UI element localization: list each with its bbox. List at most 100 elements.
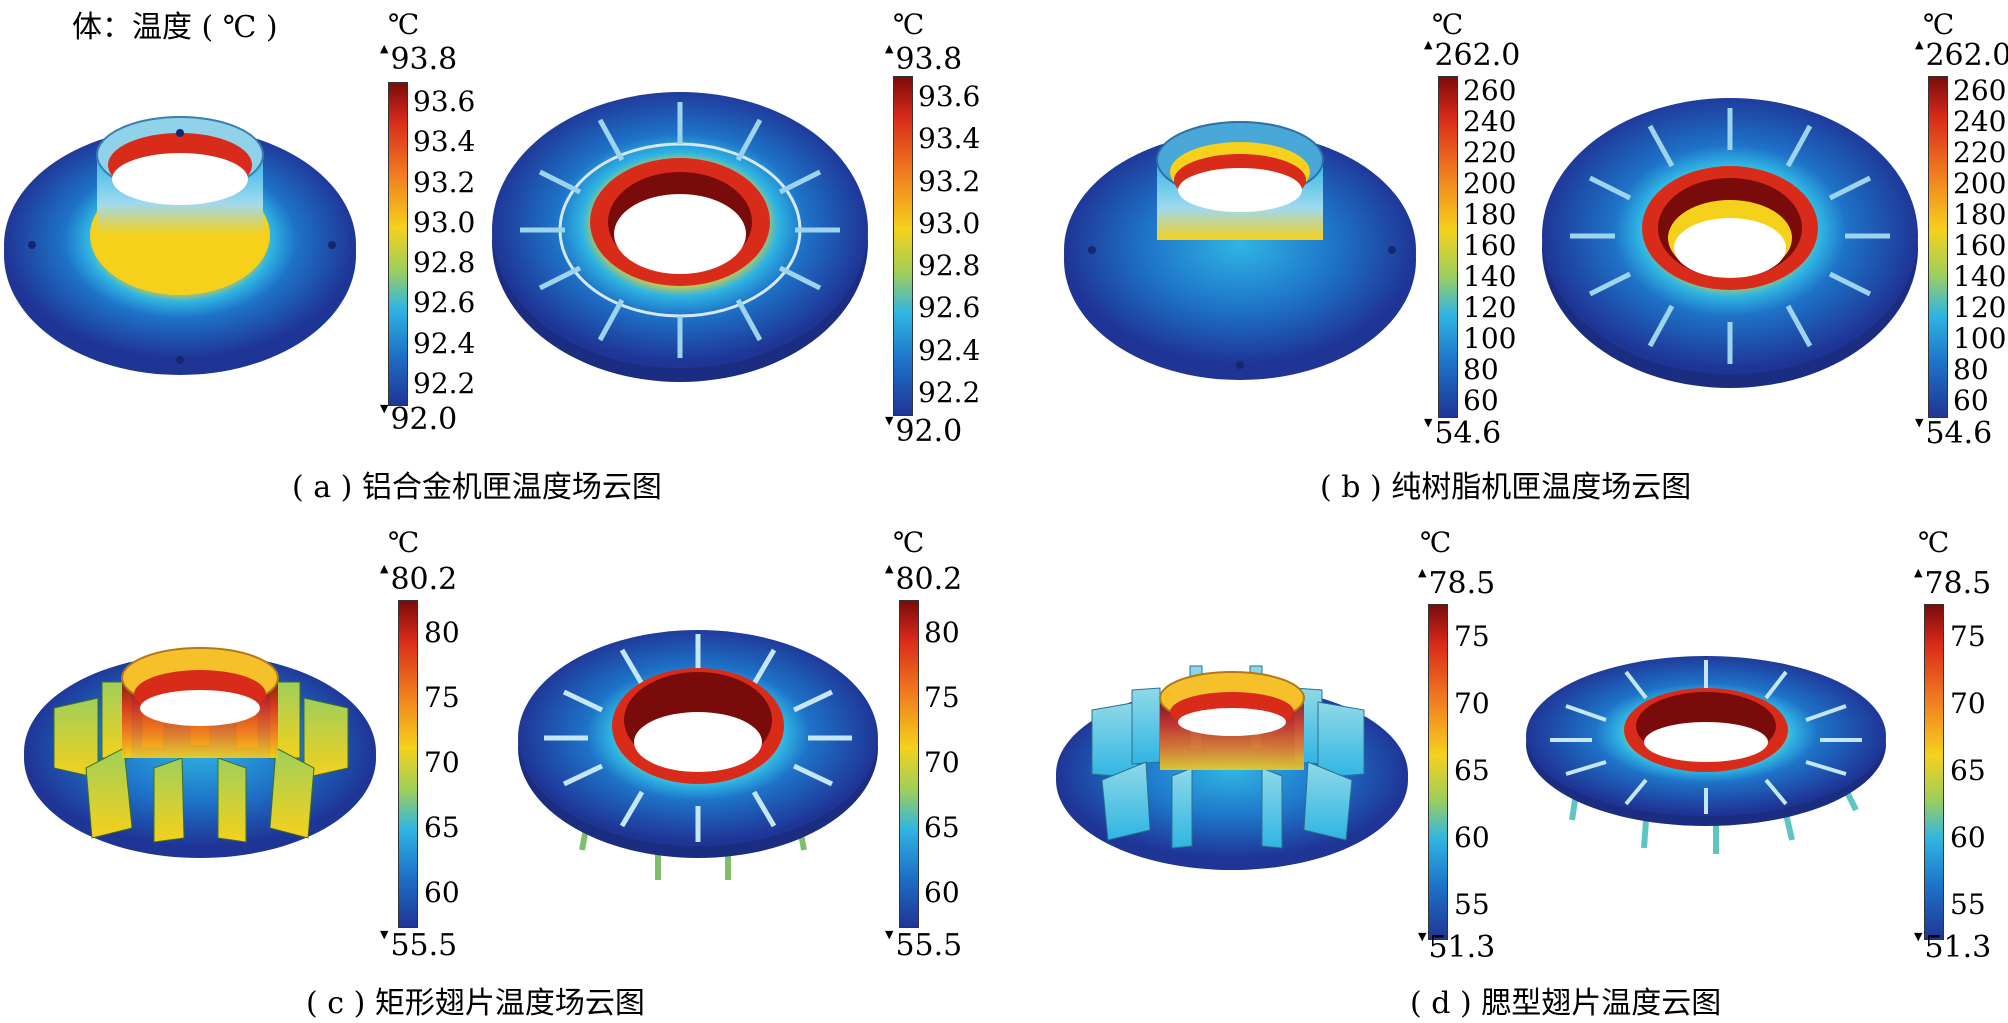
triangle-down-icon: ▼ xyxy=(1418,930,1427,943)
colorbar-tick-label: 93.4 xyxy=(413,125,476,159)
colorbar-max-label: ▲80.2 xyxy=(380,562,458,597)
colorbar-tick-label: 100 xyxy=(1953,321,2007,355)
colorbar-max-label: ▲262.0 xyxy=(1424,38,1521,73)
colorbar-unit: ℃ xyxy=(1420,526,1452,559)
colorbar-tick-label: 60 xyxy=(1950,820,1986,854)
triangle-up-icon: ▲ xyxy=(380,42,389,55)
colorbar-max-label: ▲78.5 xyxy=(1418,566,1496,601)
colorbar-tick-label: 92.4 xyxy=(918,333,981,367)
colorbar-tick-label: 70 xyxy=(1454,687,1490,721)
colorbar-max-label: ▲93.8 xyxy=(885,42,963,77)
colorbar-tick-label: 80 xyxy=(1463,352,1499,386)
colorbar-tick-label: 92.6 xyxy=(918,291,981,325)
colorbar-tick-label: 93.0 xyxy=(918,206,981,240)
caption-b: ( b ) 纯树脂机匣温度场云图 xyxy=(1320,470,1692,505)
colorbar-tick-label: 75 xyxy=(1454,620,1490,654)
colorbar-gradient xyxy=(398,600,418,928)
colorbar-tick-label: 80 xyxy=(424,615,460,649)
triangle-up-icon: ▲ xyxy=(380,562,389,575)
colorbar-tick-label: 75 xyxy=(424,680,460,714)
colorbar-tick-label: 75 xyxy=(924,680,960,714)
triangle-down-icon: ▼ xyxy=(380,402,389,415)
panel-c-model-front xyxy=(24,647,376,858)
colorbar-tick-label: 60 xyxy=(1454,820,1490,854)
colorbar-tick-label: 92.2 xyxy=(413,366,476,400)
colorbar-min-label: ▼54.6 xyxy=(1915,416,1993,451)
colorbar-tick-label: 93.2 xyxy=(413,165,476,199)
colorbar-tick-label: 92.2 xyxy=(918,375,981,409)
colorbar-tick-label: 80 xyxy=(1953,352,1989,386)
colorbar-tick-label: 140 xyxy=(1953,259,2007,293)
colorbar-tick-label: 93.4 xyxy=(918,122,981,156)
colorbar-tick-label: 220 xyxy=(1953,136,2007,170)
colorbar-gradient xyxy=(388,82,408,406)
colorbar-tick-label: 75 xyxy=(1950,620,1986,654)
colorbar-gradient xyxy=(1924,604,1944,940)
panel-c-model-back xyxy=(518,630,878,880)
colorbar-tick-label: 80 xyxy=(924,615,960,649)
triangle-down-icon: ▼ xyxy=(885,928,894,941)
colorbar-tick-label: 70 xyxy=(1950,687,1986,721)
colorbar-gradient xyxy=(1428,604,1448,940)
colorbar-tick-label: 55 xyxy=(1454,887,1490,921)
colorbar-tick-label: 60 xyxy=(924,876,960,910)
colorbar-tick-label: 140 xyxy=(1463,259,1517,293)
colorbar-tick-label: 93.0 xyxy=(413,205,476,239)
triangle-up-icon: ▲ xyxy=(1914,566,1923,579)
colorbar-tick-label: 65 xyxy=(1454,754,1490,787)
colorbar-min-label: ▼92.0 xyxy=(885,414,963,449)
colorbar-tick-label: 160 xyxy=(1463,229,1517,262)
caption-d: ( d ) 腮型翅片温度云图 xyxy=(1410,986,1722,1021)
colorbar-min-label: ▼92.0 xyxy=(380,402,458,437)
colorbar-tick-label: 60 xyxy=(1953,383,1989,417)
colorbar-tick-label: 92.8 xyxy=(413,246,476,280)
colorbar-gradient xyxy=(1438,76,1458,418)
triangle-down-icon: ▼ xyxy=(1424,416,1433,429)
colorbar-unit: ℃ xyxy=(388,526,420,559)
colorbar-tick-label: 70 xyxy=(424,746,460,779)
panel-b-model-front xyxy=(1064,121,1416,380)
colorbar-tick-label: 220 xyxy=(1463,136,1517,170)
colorbar-min-label: ▼55.5 xyxy=(885,928,963,963)
colorbar-tick-label: 65 xyxy=(924,811,960,845)
colorbar-unit: ℃ xyxy=(1918,526,1950,559)
panel-b-model-back xyxy=(1542,98,1918,388)
colorbar-max-label: ▲78.5 xyxy=(1914,566,1992,601)
colorbar-tick-label: 55 xyxy=(1950,887,1986,921)
caption-c: ( c ) 矩形翅片温度场云图 xyxy=(306,986,645,1021)
panel-d-model-back xyxy=(1526,656,1886,854)
panel-a-model-back xyxy=(492,92,868,382)
colorbar-tick-label: 92.6 xyxy=(413,286,476,320)
triangle-down-icon: ▼ xyxy=(1914,930,1923,943)
colorbar-gradient xyxy=(899,600,919,928)
colorbar-tick-label: 260 xyxy=(1953,74,2007,108)
colorbar-gradient xyxy=(893,76,913,416)
panel-a-model-front xyxy=(4,116,356,375)
triangle-down-icon: ▼ xyxy=(885,414,894,427)
colorbar-gradient xyxy=(1928,76,1948,418)
triangle-up-icon: ▲ xyxy=(885,562,894,575)
colorbar-max-label: ▲262.0 xyxy=(1915,38,2008,73)
triangle-up-icon: ▲ xyxy=(1915,38,1924,51)
colorbar-tick-label: 70 xyxy=(924,746,960,779)
colorbar-unit: ℃ xyxy=(893,526,925,559)
colorbar-unit: ℃ xyxy=(893,8,925,41)
colorbar-tick-label: 93.2 xyxy=(918,164,981,198)
colorbar-tick-label: 180 xyxy=(1953,198,2007,232)
colorbar-tick-label: 120 xyxy=(1463,290,1517,324)
triangle-down-icon: ▼ xyxy=(380,928,389,941)
colorbar-tick-label: 200 xyxy=(1953,167,2007,201)
colorbar-tick-label: 93.6 xyxy=(413,85,476,119)
colorbar-unit: ℃ xyxy=(1923,8,1955,41)
colorbar-min-label: ▼51.3 xyxy=(1914,930,1992,965)
triangle-up-icon: ▲ xyxy=(1418,566,1427,579)
colorbar-tick-label: 93.6 xyxy=(918,80,981,114)
colorbar-unit: ℃ xyxy=(1432,8,1464,41)
colorbar-tick-label: 92.8 xyxy=(918,249,981,283)
colorbar-tick-label: 260 xyxy=(1463,74,1517,108)
colorbar-tick-label: 60 xyxy=(1463,383,1499,417)
triangle-up-icon: ▲ xyxy=(885,42,894,55)
colorbar-tick-label: 120 xyxy=(1953,290,2007,324)
colorbar-tick-label: 240 xyxy=(1463,105,1517,139)
caption-a: ( a ) 铝合金机匣温度场云图 xyxy=(292,470,662,505)
